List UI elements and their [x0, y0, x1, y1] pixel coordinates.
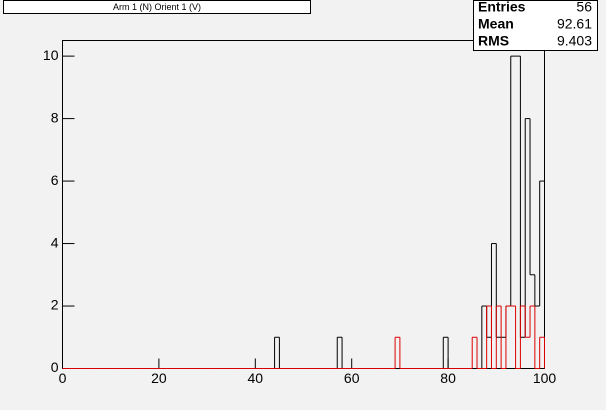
title-box: [3, 0, 311, 14]
y-tick-label: 8: [51, 109, 59, 125]
y-tick-label: 10: [43, 47, 59, 63]
x-tick-label: 40: [248, 370, 264, 386]
stats-label: Entries: [478, 0, 526, 15]
stats-label: RMS: [478, 33, 509, 49]
x-tick-label: 60: [344, 370, 360, 386]
x-tick-label: 0: [59, 370, 67, 386]
x-tick-label: 100: [533, 370, 557, 386]
x-tick-label: 80: [440, 370, 456, 386]
y-tick-label: 2: [51, 297, 59, 313]
chart-title: Arm 1 (N) Orient 1 (V): [113, 2, 201, 12]
stats-label: Mean: [478, 16, 514, 32]
y-tick-label: 6: [51, 172, 59, 188]
y-tick-label: 4: [51, 234, 59, 250]
stats-value: 92.61: [557, 16, 592, 32]
x-tick-label: 20: [151, 370, 167, 386]
stats-box: [473, 0, 598, 51]
stats-value: 9.403: [557, 33, 592, 49]
y-tick-label: 0: [51, 359, 59, 375]
stats-value: 56: [576, 0, 592, 15]
